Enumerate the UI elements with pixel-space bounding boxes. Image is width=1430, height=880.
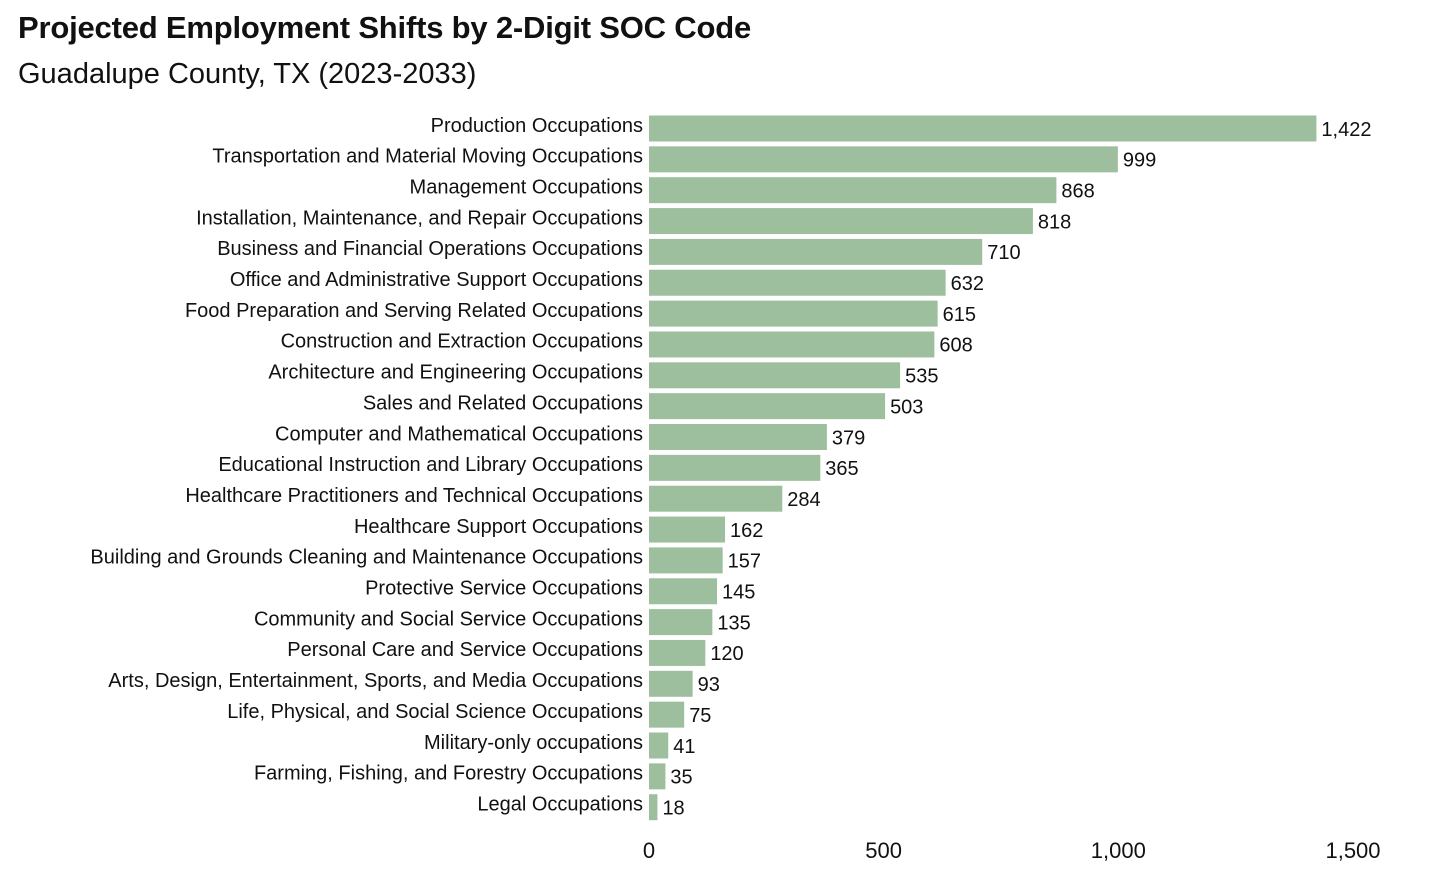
value-label: 157: [728, 551, 761, 573]
value-label: 41: [673, 736, 695, 758]
bar: [649, 454, 821, 481]
value-label: 379: [832, 427, 865, 449]
bar: [649, 578, 718, 605]
value-label: 632: [951, 273, 984, 295]
bar: [649, 609, 713, 636]
bar: [649, 763, 666, 790]
x-tick-label: 500: [865, 838, 902, 863]
bar: [649, 393, 886, 420]
bar: [649, 115, 1317, 142]
bar: [649, 300, 938, 327]
value-label: 145: [722, 582, 755, 604]
value-label: 868: [1061, 180, 1094, 202]
value-label: 120: [710, 643, 743, 665]
category-label: Protective Service Occupations: [365, 578, 643, 600]
value-label: 1,422: [1321, 119, 1371, 141]
category-label: Building and Grounds Cleaning and Mainte…: [90, 547, 643, 569]
bar: [649, 146, 1118, 173]
category-label: Sales and Related Occupations: [363, 392, 643, 414]
category-label: Educational Instruction and Library Occu…: [218, 454, 643, 476]
category-label: Life, Physical, and Social Science Occup…: [227, 701, 643, 723]
value-label: 615: [943, 304, 976, 326]
category-label: Food Preparation and Serving Related Occ…: [185, 300, 643, 322]
value-label: 93: [698, 674, 720, 696]
value-label: 999: [1123, 150, 1156, 172]
bar: [649, 238, 983, 265]
bar: [649, 732, 669, 759]
category-label: Construction and Extraction Occupations: [281, 331, 643, 353]
bar: [649, 670, 693, 697]
category-label: Business and Financial Operations Occupa…: [217, 238, 643, 260]
bar: [649, 794, 658, 821]
value-label: 284: [787, 489, 820, 511]
category-label: Healthcare Practitioners and Technical O…: [185, 485, 643, 507]
bar: [649, 485, 783, 512]
chart-title: Projected Employment Shifts by 2-Digit S…: [18, 10, 751, 45]
category-label: Military-only occupations: [424, 732, 643, 754]
category-label: Legal Occupations: [477, 793, 643, 815]
category-label: Production Occupations: [431, 115, 643, 137]
bar: [649, 424, 827, 450]
value-label: 162: [730, 520, 763, 542]
category-label: Community and Social Service Occupations: [254, 608, 643, 630]
value-label: 503: [890, 396, 923, 418]
x-tick-label: 0: [643, 838, 655, 863]
bar: [649, 516, 726, 543]
bar: [649, 701, 685, 728]
bar: [649, 331, 935, 358]
category-label: Healthcare Support Occupations: [354, 516, 643, 538]
bars-group: [649, 115, 1317, 821]
value-label: 710: [987, 242, 1020, 264]
bar: [649, 639, 706, 666]
x-tick-label: 1,000: [1091, 838, 1146, 863]
category-label: Computer and Mathematical Occupations: [275, 423, 643, 445]
bar: [649, 547, 723, 574]
category-label: Office and Administrative Support Occupa…: [230, 269, 643, 291]
category-label: Transportation and Material Moving Occup…: [212, 146, 643, 168]
bar: [649, 362, 901, 389]
category-label: Farming, Fishing, and Forestry Occupatio…: [254, 763, 643, 785]
bar: [649, 208, 1033, 235]
category-label: Arts, Design, Entertainment, Sports, and…: [108, 670, 643, 692]
value-label: 535: [905, 366, 938, 388]
chart-subtitle: Guadalupe County, TX (2023-2033): [18, 58, 477, 90]
value-label: 75: [689, 705, 711, 727]
bar: [649, 177, 1057, 204]
category-label: Architecture and Engineering Occupations: [268, 362, 643, 384]
x-tick-label: 1,500: [1325, 838, 1380, 863]
category-label: Installation, Maintenance, and Repair Oc…: [196, 207, 643, 229]
value-label: 608: [939, 335, 972, 357]
x-axis-ticks-group: 0 500 1,000 1,500: [643, 838, 1381, 863]
bar: [649, 269, 946, 296]
category-label: Management Occupations: [410, 176, 643, 198]
value-label: 35: [670, 767, 692, 789]
value-label: 365: [825, 458, 858, 480]
category-labels-group: Production Occupations Transportation and…: [90, 115, 643, 816]
category-label: Personal Care and Service Occupations: [287, 639, 643, 661]
value-label: 135: [717, 612, 750, 634]
value-label: 18: [662, 797, 684, 819]
value-label: 818: [1038, 211, 1071, 233]
